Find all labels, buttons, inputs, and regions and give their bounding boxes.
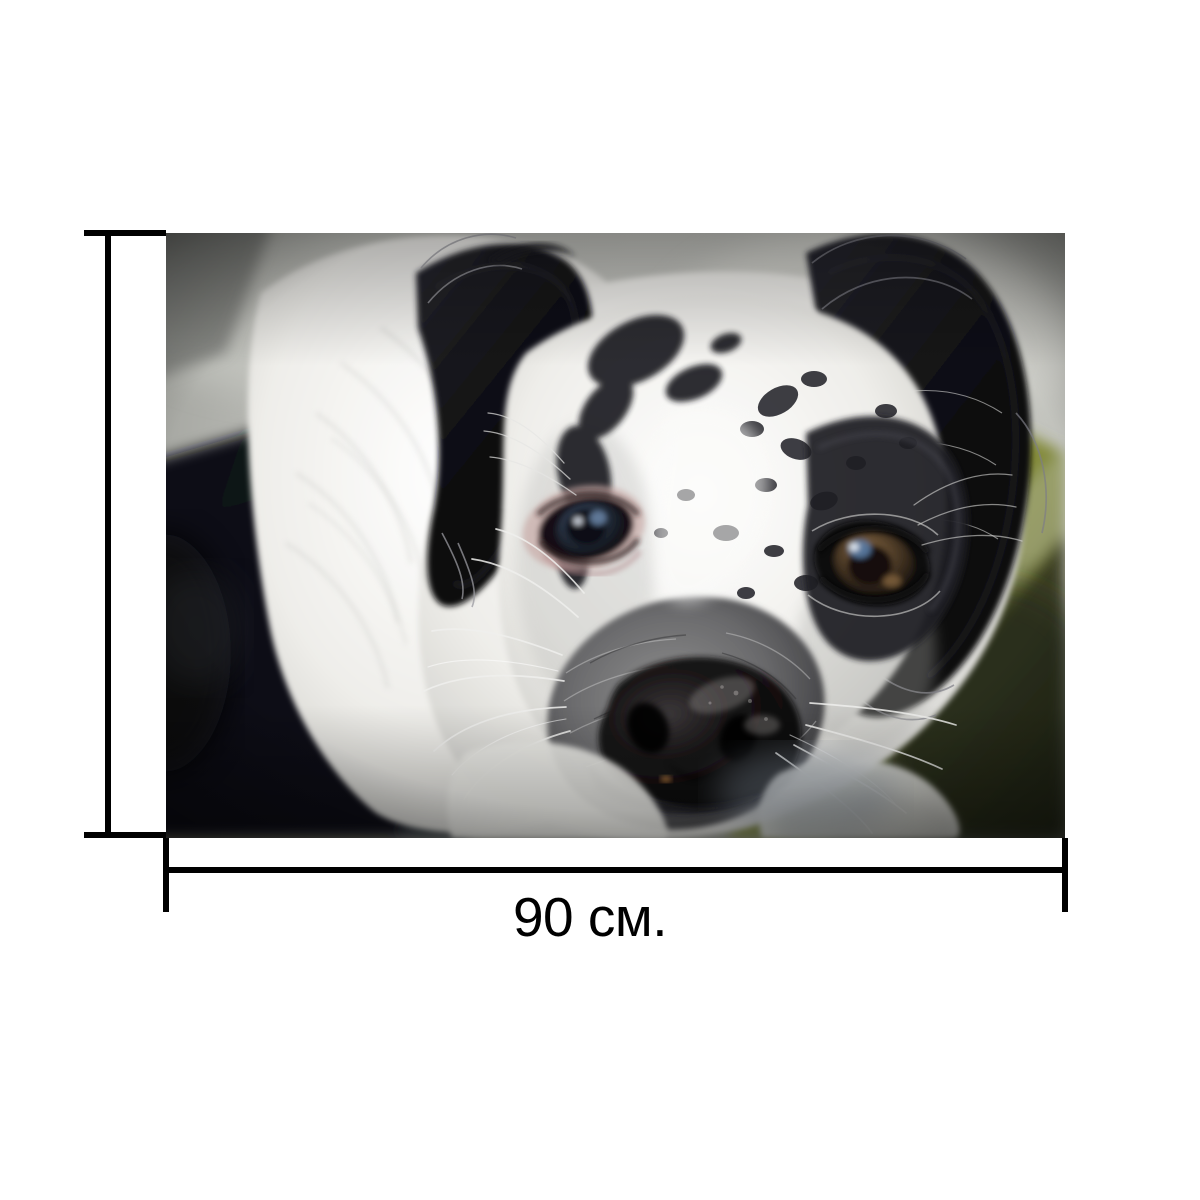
width-dimension-line (163, 867, 1068, 873)
height-tick-top (84, 230, 166, 236)
width-dimension-label: 90 см. (512, 886, 668, 948)
width-tick-left (163, 838, 169, 912)
product-photo[interactable] (166, 233, 1065, 838)
height-dimension-line (105, 233, 111, 838)
height-tick-bottom (84, 832, 166, 838)
width-tick-right (1062, 838, 1068, 912)
puppy-photo-illustration (166, 233, 1065, 838)
